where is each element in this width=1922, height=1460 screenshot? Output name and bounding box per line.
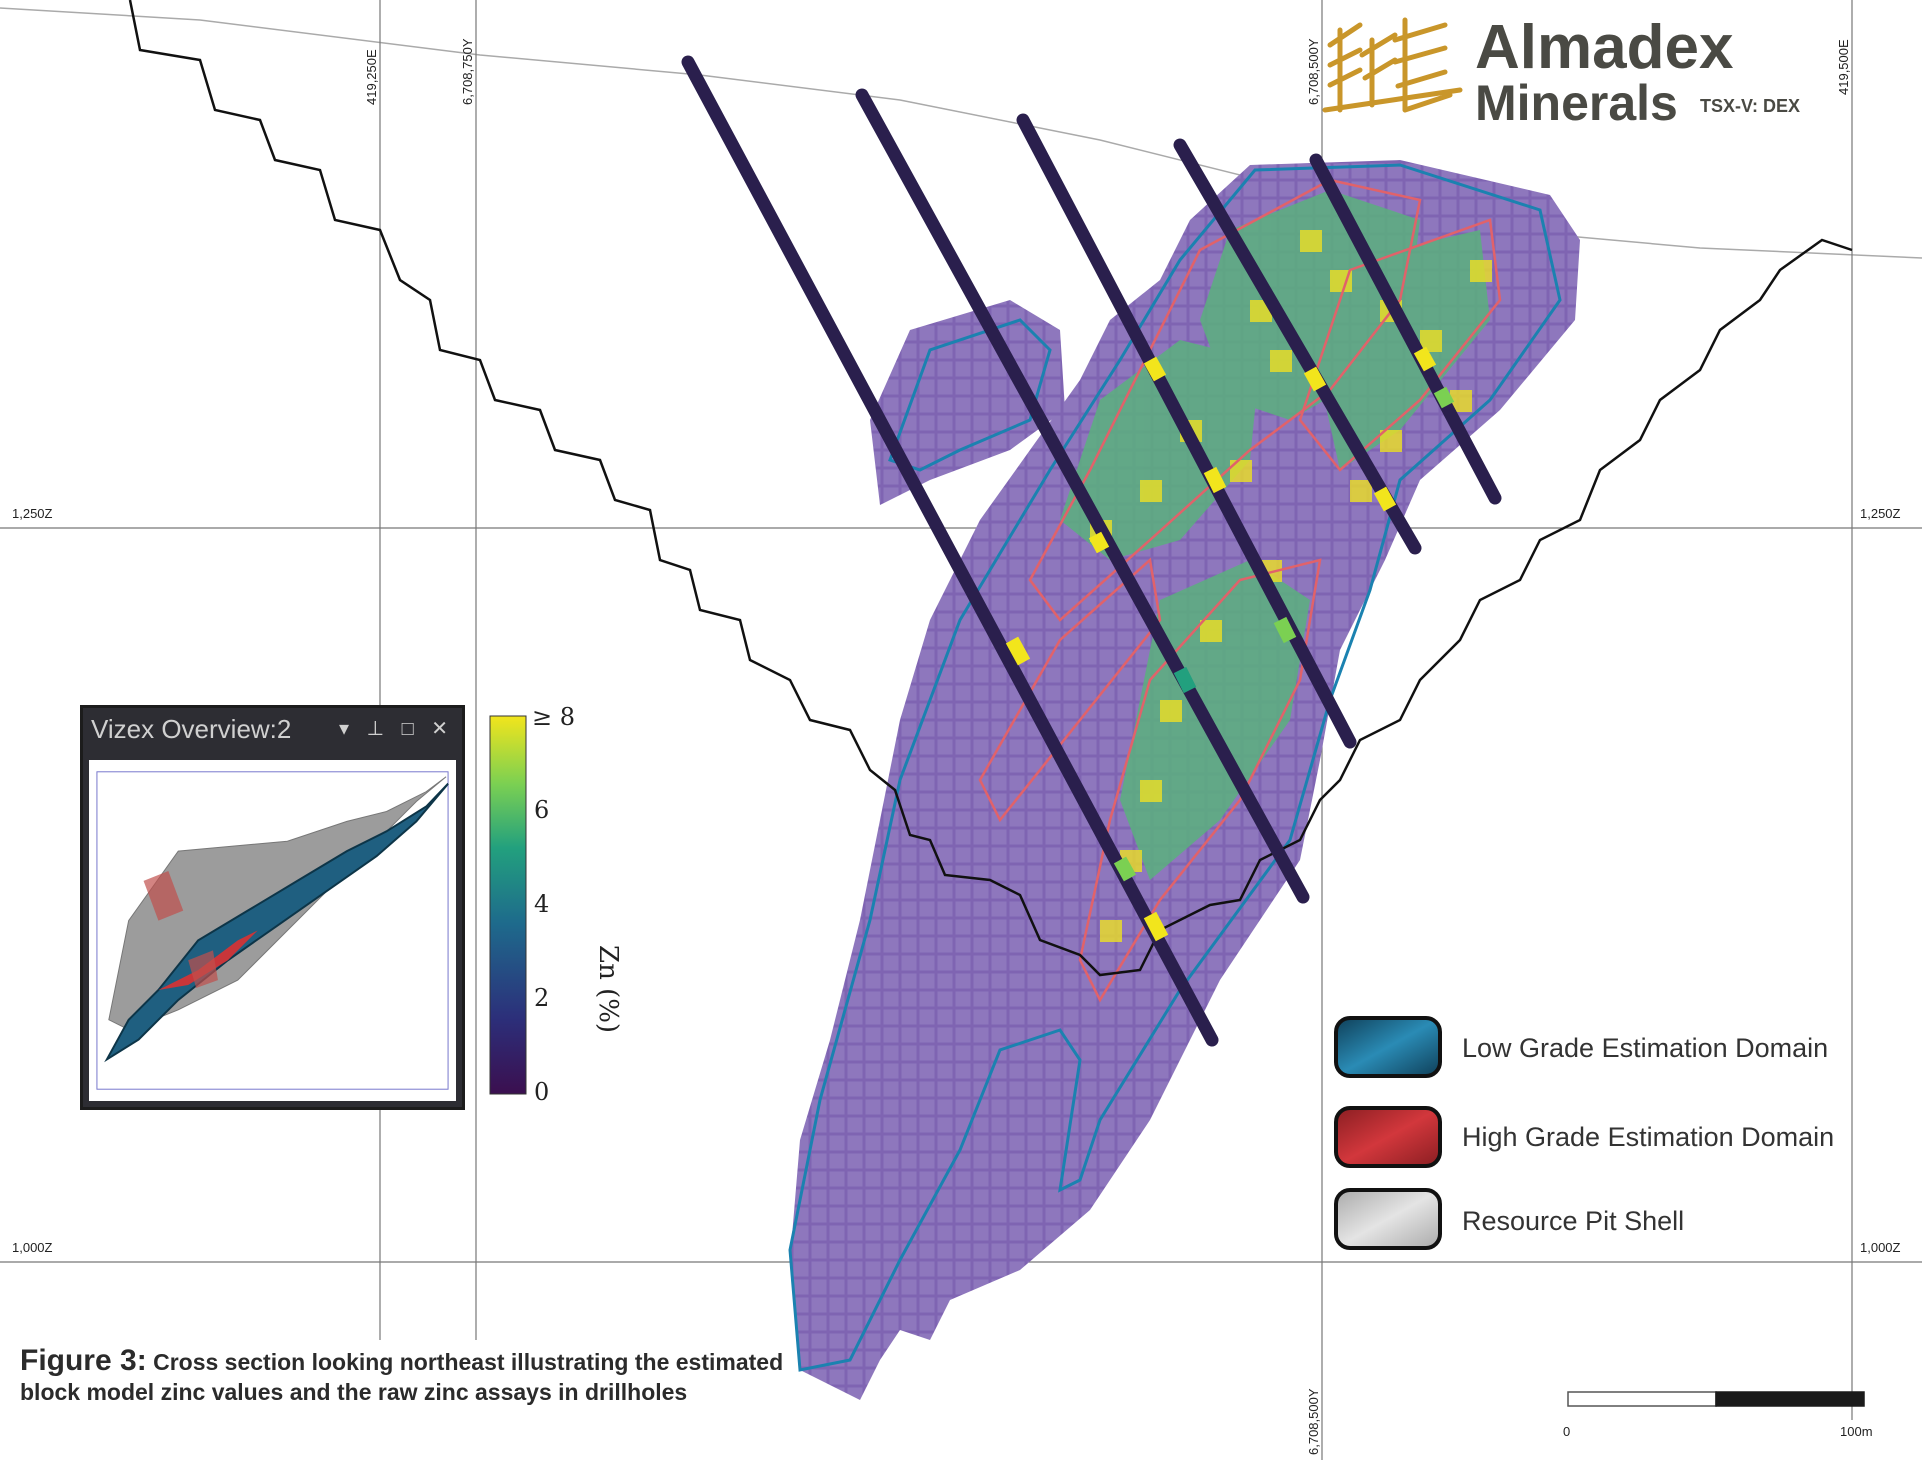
resource-pit-shell-line: [128, 0, 1853, 977]
brand-name-minerals: Minerals: [1475, 75, 1678, 131]
colorbar-gradient: [489, 715, 527, 1095]
block-model: [788, 160, 1580, 1400]
grid-label-northing-bottom: 6,708,500Y: [1306, 1388, 1321, 1455]
legend-swatch-high-grade: [1334, 1106, 1442, 1168]
overview-3d-view[interactable]: [89, 760, 456, 1101]
colorbar-tick-2: 2: [534, 984, 549, 1012]
high-grade-domain-outlines: [978, 178, 1502, 1003]
zn-colorbar: ≥ 8 6 4 2 0 Zn (%): [489, 703, 623, 1106]
satellite-domain-outline: [888, 318, 1052, 472]
scale-bar: 0 100m: [1563, 1391, 1873, 1439]
colorbar-tick-0: 0: [534, 1078, 549, 1106]
elevation-label-1000-left: 1,000Z: [12, 1240, 53, 1255]
scale-bar-dark-segment: [1715, 1391, 1865, 1407]
scale-bar-start-label: 0: [1563, 1424, 1570, 1439]
grid-label-easting-2: 419,500E: [1836, 39, 1851, 95]
colorbar-tick-8: ≥ 8: [532, 703, 575, 731]
scale-bar-light-segment: [1567, 1391, 1717, 1407]
grid-label-easting-1: 419,250E: [364, 49, 379, 105]
colorbar-tick-4: 4: [534, 890, 549, 918]
drillhole-3: [1016, 113, 1357, 749]
grid-labels: 419,250E 6,708,750Y 6,708,500Y 419,500E …: [12, 38, 1901, 1455]
overview-window-controls[interactable]: ▾ ⊥ □ ✕: [339, 718, 454, 740]
logo-glyph-mark: [1322, 17, 1463, 113]
overview-low-grade-body: [104, 783, 449, 1063]
legend-label-low-grade: Low Grade Estimation Domain: [1462, 1033, 1828, 1063]
elevation-label-1250-right: 1,250Z: [1860, 506, 1901, 521]
grid-label-northing-2: 6,708,500Y: [1306, 38, 1321, 105]
grid-label-northing-1: 6,708,750Y: [460, 38, 475, 105]
vizex-overview-window[interactable]: Vizex Overview:2 ▾ ⊥ □ ✕: [80, 705, 465, 1110]
almadex-logo: Almadex Minerals TSX-V: DEX: [1322, 13, 1800, 131]
block-model-satellite: [870, 300, 1065, 505]
figure-caption: Figure 3: Cross section looking northeas…: [20, 1346, 800, 1407]
drillhole-2: [855, 88, 1310, 904]
overview-high-grade-body-3: [188, 950, 218, 989]
brand-name-almadex: Almadex: [1475, 13, 1734, 82]
overview-high-grade-body: [158, 930, 258, 991]
overview-window-title: Vizex Overview:2: [91, 714, 292, 744]
elevation-label-1250-left: 1,250Z: [12, 506, 53, 521]
legend-swatch-low-grade: [1334, 1016, 1442, 1078]
legend-swatch-pit-shell: [1334, 1188, 1442, 1250]
colorbar-title: Zn (%): [593, 945, 623, 1033]
scale-bar-end-label: 100m: [1840, 1424, 1873, 1439]
drillhole-4: [1173, 138, 1422, 555]
legend-label-pit-shell: Resource Pit Shell: [1462, 1206, 1684, 1236]
drillhole-5: [1309, 153, 1502, 505]
legend-label-high-grade: High Grade Estimation Domain: [1462, 1122, 1834, 1152]
colorbar-tick-6: 6: [534, 796, 549, 824]
figure-number: Figure 3:: [20, 1344, 147, 1377]
domain-legend: Low Grade Estimation Domain High Grade E…: [1334, 1016, 1834, 1250]
topography-line: [0, 7, 1922, 259]
low-grade-domain-outline: [788, 163, 1562, 1372]
drillhole-assay-intervals: [1005, 346, 1455, 942]
overview-3d-model: [96, 771, 449, 1090]
overview-high-grade-body-2: [143, 870, 184, 921]
elevation-label-1000-right: 1,000Z: [1860, 1240, 1901, 1255]
figure-caption-text: Cross section looking northeast illustra…: [20, 1349, 784, 1405]
brand-ticker: TSX-V: DEX: [1700, 96, 1800, 116]
block-model-high-grade-cells: [1060, 190, 1490, 880]
